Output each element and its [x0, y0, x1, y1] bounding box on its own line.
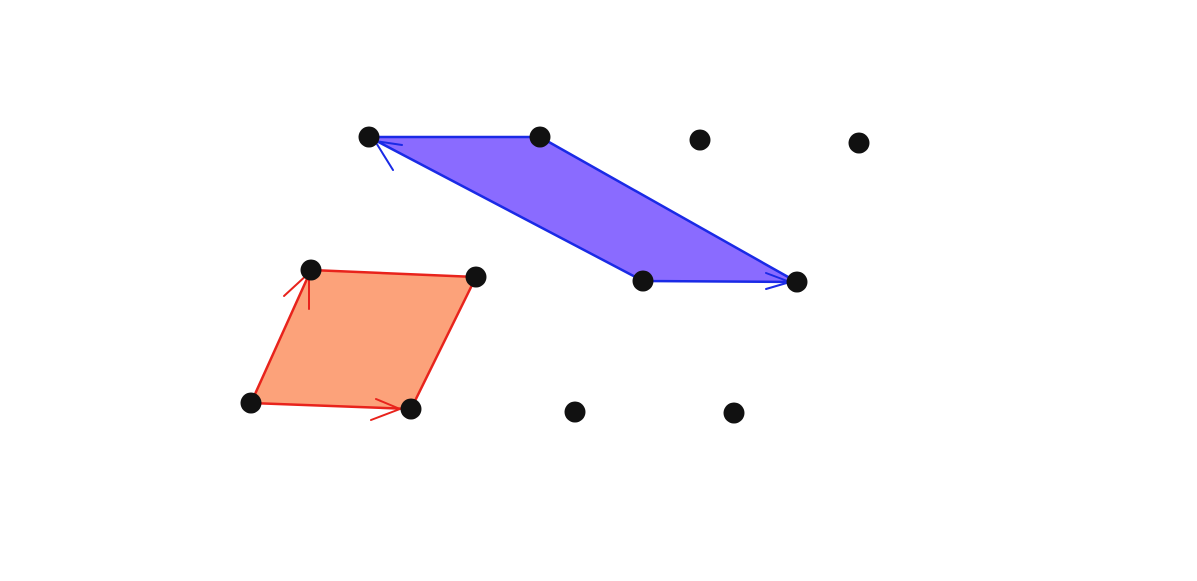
lattice-point-p12 [723, 402, 745, 424]
red-arrowhead-horizontal [370, 398, 401, 421]
lattice-points [240, 126, 870, 424]
lattice-point-p7 [632, 270, 654, 292]
lattice-point-p10 [400, 398, 422, 420]
lattice-point-p9 [240, 392, 262, 414]
red-vector-horizontal [370, 398, 401, 421]
lattice-point-p5 [300, 259, 322, 281]
lattice-point-p8 [786, 271, 808, 293]
lattice-point-p1 [358, 126, 380, 148]
lattice-point-p11 [564, 401, 586, 423]
lattice-point-p6 [465, 266, 487, 288]
red-parallelogram [249, 268, 478, 411]
lattice-point-p3 [689, 129, 711, 151]
lattice-point-p4 [848, 132, 870, 154]
lattice-point-p2 [529, 126, 551, 148]
blue-parallelogram [367, 135, 799, 284]
